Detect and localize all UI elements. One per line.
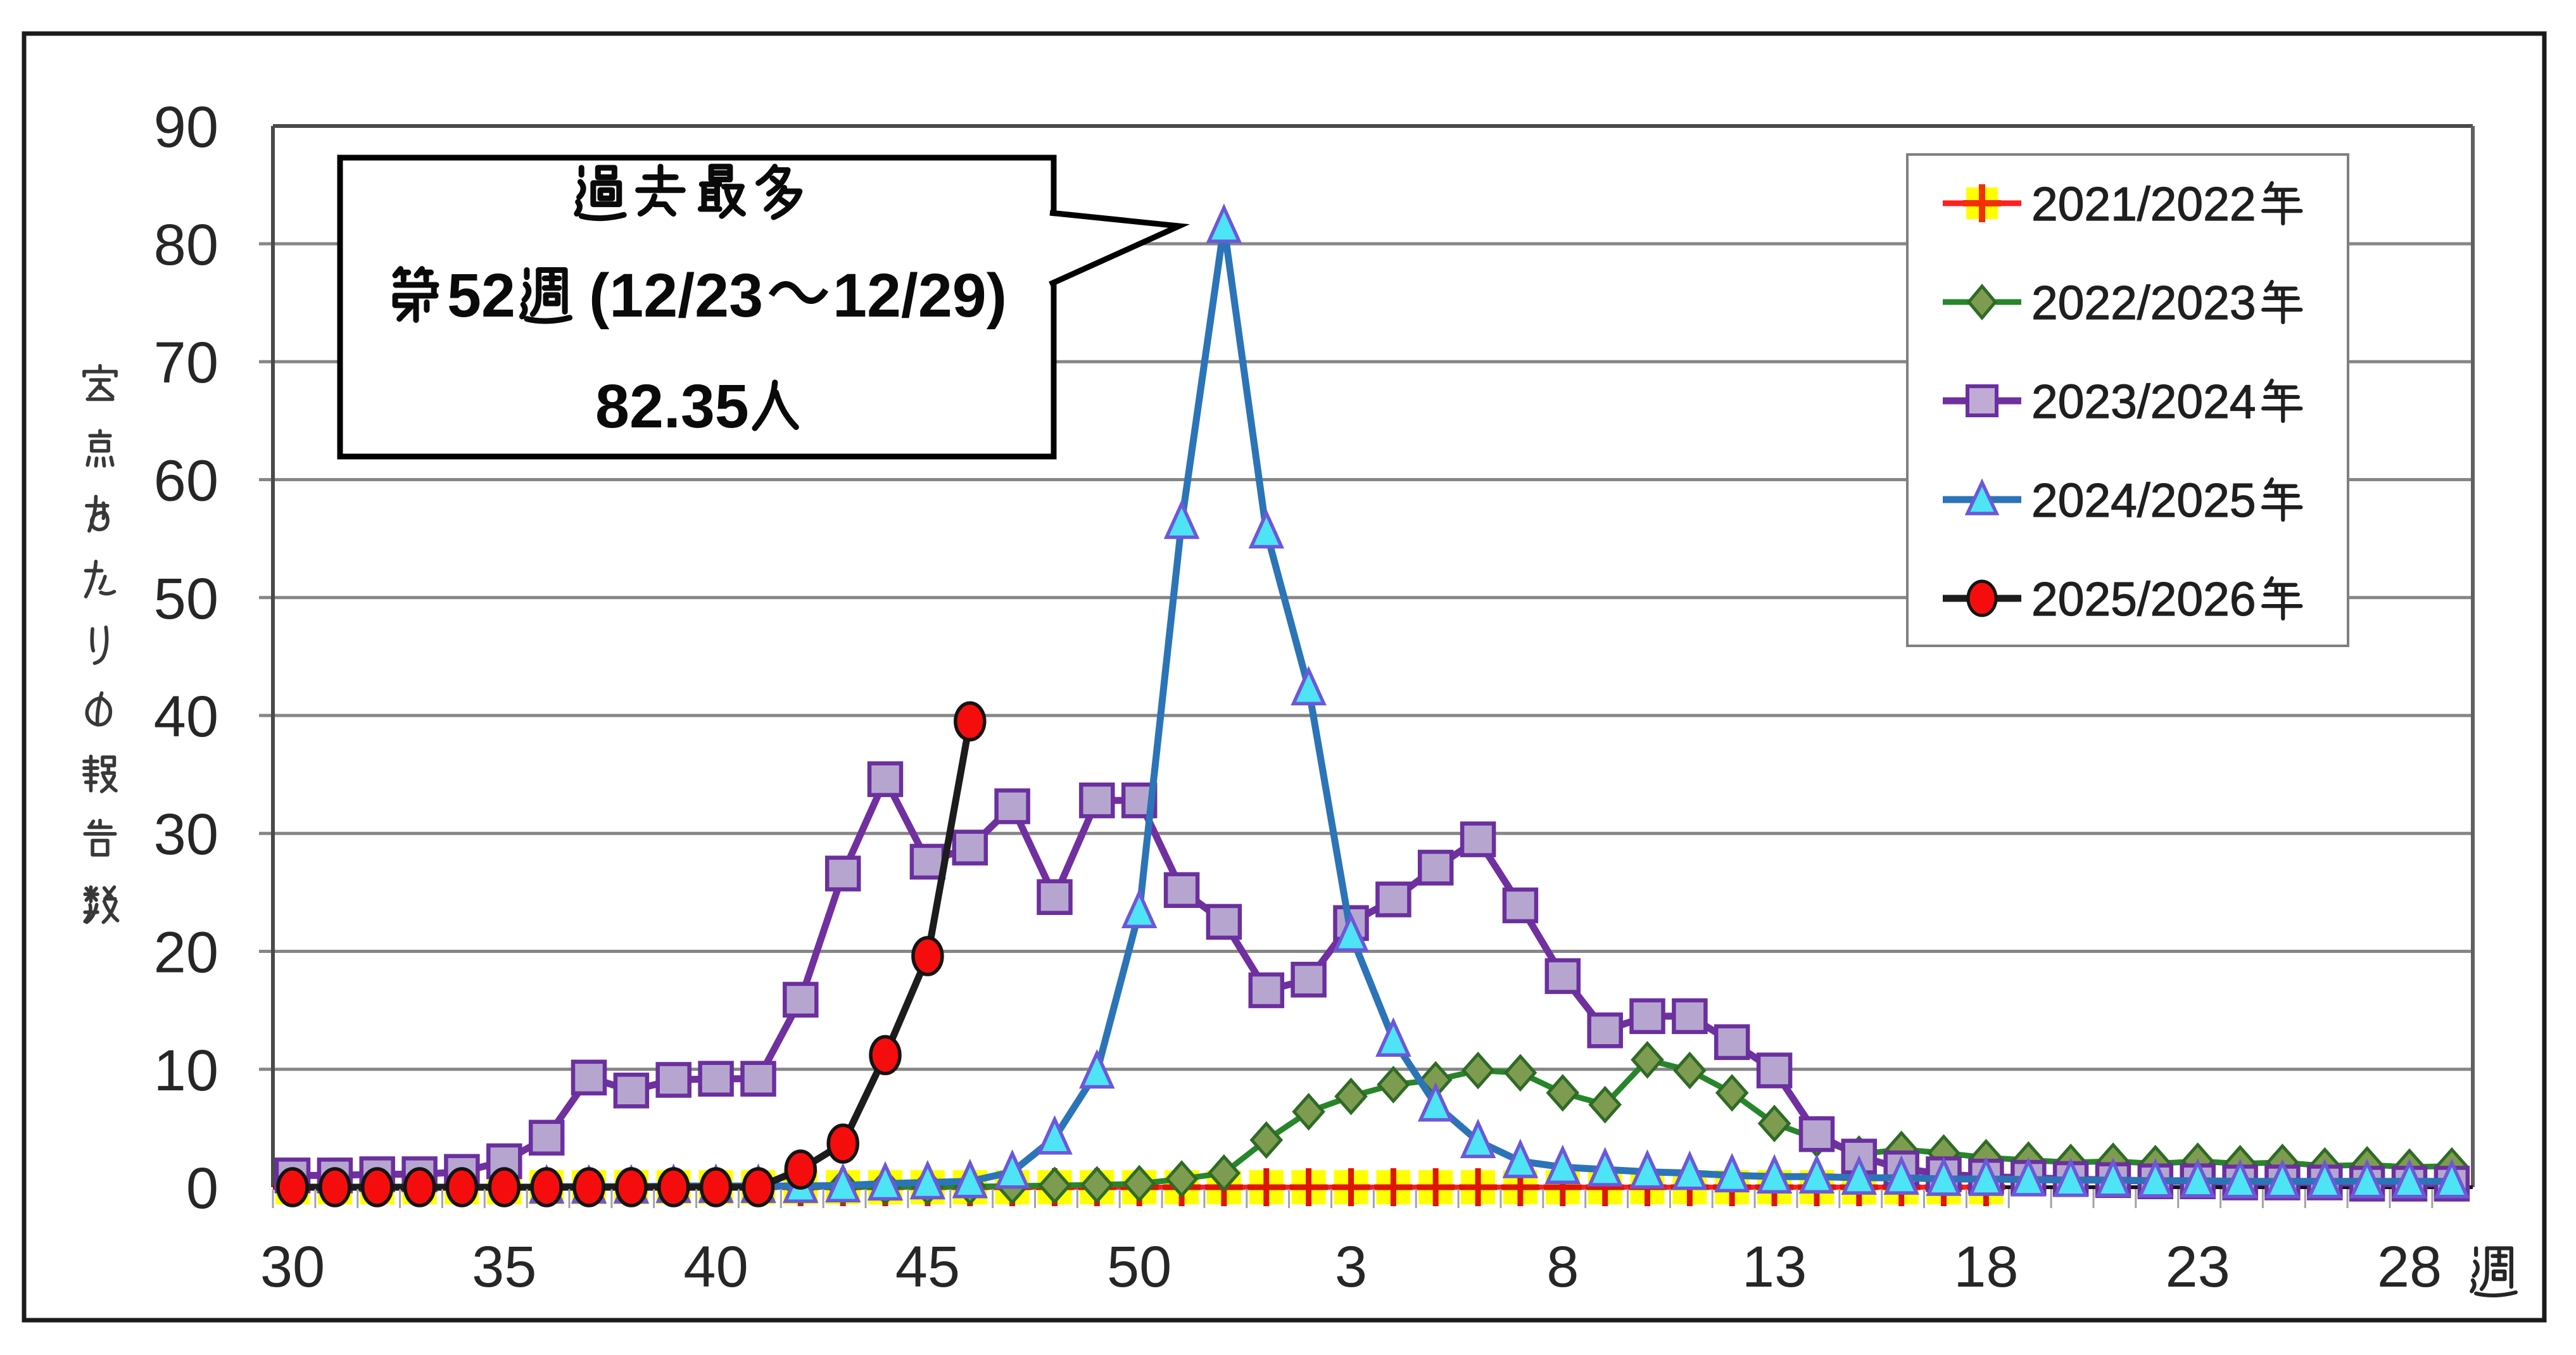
svg-text:50: 50 xyxy=(154,567,218,631)
svg-text:2024/2025: 2024/2025 xyxy=(2031,474,2256,527)
svg-text:0: 0 xyxy=(186,1156,218,1221)
svg-text:80: 80 xyxy=(154,213,218,277)
svg-text:18: 18 xyxy=(1954,1235,2018,1299)
svg-text:35: 35 xyxy=(472,1235,536,1299)
svg-text:52: 52 xyxy=(447,261,515,330)
svg-text:13: 13 xyxy=(1742,1235,1807,1299)
svg-text:8: 8 xyxy=(1546,1235,1579,1299)
svg-text:23: 23 xyxy=(2166,1235,2230,1299)
svg-text:2025/2026: 2025/2026 xyxy=(2031,572,2256,626)
svg-text:70: 70 xyxy=(154,331,218,395)
svg-text:3: 3 xyxy=(1335,1235,1367,1299)
svg-text:50: 50 xyxy=(1107,1235,1171,1299)
svg-text:2021/2022: 2021/2022 xyxy=(2031,177,2256,230)
svg-text:(12/23: (12/23 xyxy=(589,261,763,330)
svg-text:60: 60 xyxy=(154,449,218,514)
svg-text:30: 30 xyxy=(154,802,218,867)
svg-text:40: 40 xyxy=(154,684,218,749)
svg-text:82.35: 82.35 xyxy=(595,372,749,441)
svg-text:30: 30 xyxy=(260,1235,325,1299)
svg-text:28: 28 xyxy=(2377,1235,2442,1299)
svg-text:2022/2023: 2022/2023 xyxy=(2031,276,2256,329)
svg-text:20: 20 xyxy=(154,921,218,985)
svg-text:45: 45 xyxy=(895,1235,960,1299)
svg-text:12/29): 12/29) xyxy=(833,261,1007,330)
svg-text:40: 40 xyxy=(683,1235,748,1299)
svg-text:10: 10 xyxy=(154,1038,218,1103)
svg-text:90: 90 xyxy=(154,95,218,160)
svg-text:2023/2024: 2023/2024 xyxy=(2031,375,2256,428)
